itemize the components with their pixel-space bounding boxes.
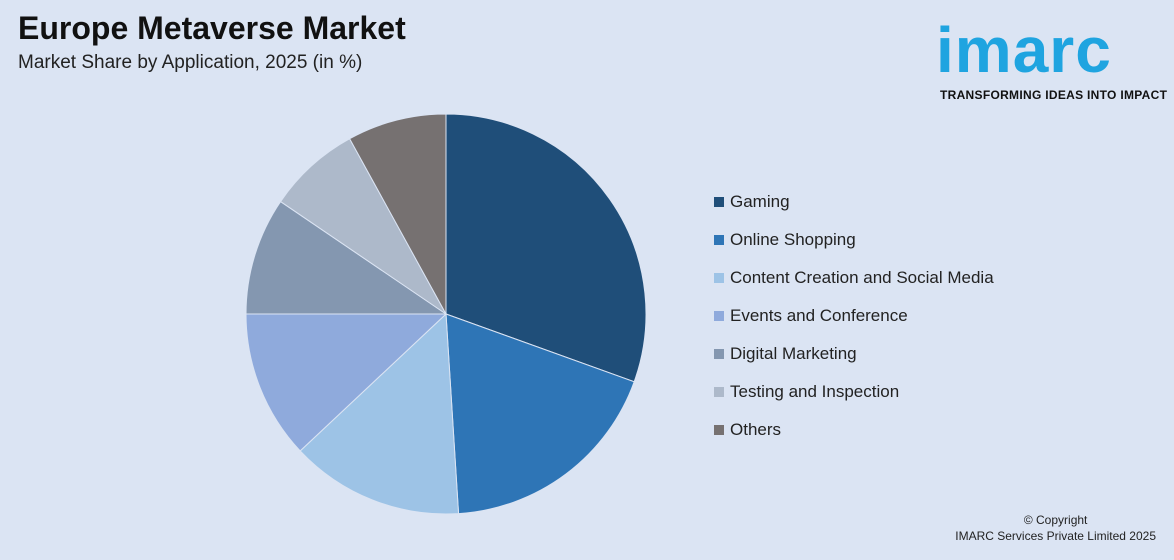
copyright-notice: © Copyright IMARC Services Private Limit… bbox=[955, 512, 1156, 544]
legend-swatch bbox=[714, 387, 724, 397]
legend-label: Digital Marketing bbox=[730, 344, 857, 363]
chart-legend: Gaming Online Shopping Content Creation an… bbox=[714, 183, 994, 449]
legend-item-events-and-conference: Events and Conference bbox=[714, 297, 994, 335]
logo-wordmark: imarc bbox=[936, 14, 1112, 86]
pie-slice-content-creation-and-social-media bbox=[299, 312, 460, 515]
legend-label: Others bbox=[730, 420, 782, 439]
imarc-logo: imarc TRANSFORMING IDEAS INTO IMPACT bbox=[936, 6, 1168, 106]
legend-swatch bbox=[714, 273, 724, 283]
pie-slice-events-and-conference bbox=[245, 313, 448, 452]
legend-swatch bbox=[714, 349, 724, 359]
pie-chart bbox=[245, 113, 647, 515]
legend-swatch bbox=[714, 235, 724, 245]
pie-slice-gaming bbox=[445, 113, 647, 383]
legend-item-content-creation-and-social-media: Content Creation and Social Media bbox=[714, 259, 994, 297]
chart-title: Europe Metaverse Market bbox=[18, 10, 406, 46]
chart-subtitle: Market Share by Application, 2025 (in %) bbox=[18, 52, 363, 73]
legend-label: Testing and Inspection bbox=[730, 382, 900, 401]
company-line: IMARC Services Private Limited 2025 bbox=[955, 529, 1156, 543]
legend-item-testing-and-inspection: Testing and Inspection bbox=[714, 373, 994, 411]
legend-swatch bbox=[714, 425, 724, 435]
copyright-line: © Copyright bbox=[1023, 513, 1088, 527]
legend-item-digital-marketing: Digital Marketing bbox=[714, 335, 994, 373]
legend-label: Online Shopping bbox=[730, 230, 856, 249]
legend-swatch bbox=[714, 197, 724, 207]
pie-slice-online-shopping bbox=[445, 313, 635, 515]
legend-item-others: Others bbox=[714, 411, 994, 449]
legend-label: Content Creation and Social Media bbox=[730, 268, 994, 287]
legend-item-gaming: Gaming bbox=[714, 183, 994, 221]
legend-label: Events and Conference bbox=[730, 306, 908, 325]
logo-tagline: TRANSFORMING IDEAS INTO IMPACT bbox=[940, 88, 1168, 102]
pie-slice-others bbox=[348, 113, 447, 315]
legend-swatch bbox=[714, 311, 724, 321]
legend-item-online-shopping: Online Shopping bbox=[714, 221, 994, 259]
pie-slice-digital-marketing bbox=[245, 200, 448, 315]
legend-label: Gaming bbox=[730, 192, 790, 211]
